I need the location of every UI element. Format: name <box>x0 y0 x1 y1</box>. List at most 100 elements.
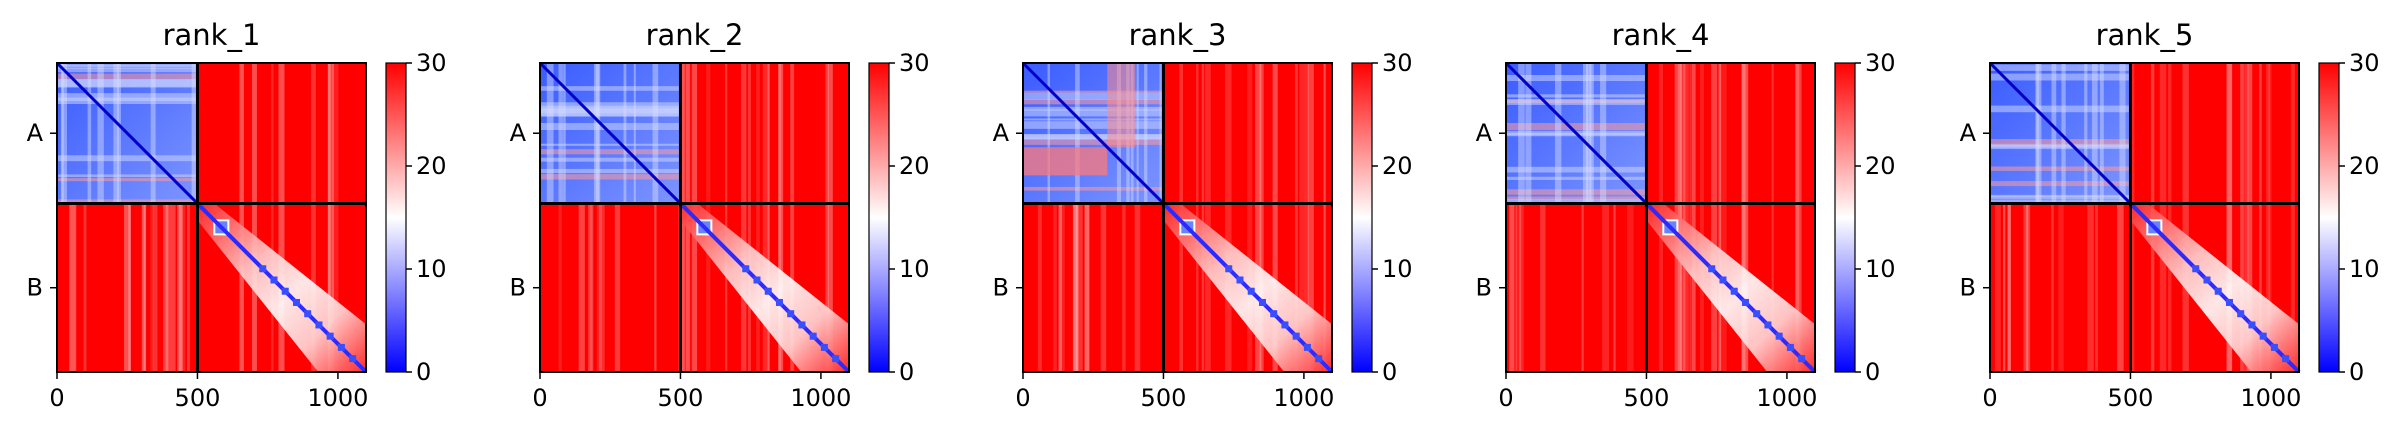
chain-a-band <box>540 143 681 146</box>
colorbar-tick-label: 20 <box>899 152 930 180</box>
heatmap-streak <box>1690 63 1696 372</box>
heatmap-streak <box>177 63 181 372</box>
y-tick-label-chain: B <box>510 274 526 302</box>
chain-a-band <box>1075 63 1080 204</box>
chain-a-band <box>97 63 104 204</box>
chain-a-band <box>57 73 198 81</box>
heatmap-streak <box>2023 63 2031 372</box>
chain-a-band <box>1990 139 2131 145</box>
chain-b-diag-block <box>775 298 783 306</box>
heatmap-streak <box>327 63 331 372</box>
colorbar <box>385 62 407 373</box>
heatmap-streak <box>1224 63 1232 372</box>
chain-b-diag-block <box>2282 355 2290 363</box>
heatmap-streak <box>827 63 833 372</box>
heatmap-streak <box>179 63 183 372</box>
heatmap-streak <box>2226 63 2233 372</box>
plot-frame <box>1022 62 1333 373</box>
chain-b-diag-block <box>1281 321 1289 329</box>
heatmap-streak <box>1994 63 2001 372</box>
chain-b-diag-block <box>1741 298 1749 306</box>
chain-a-band <box>1506 196 1647 201</box>
y-tick-label-chain: A <box>510 119 527 147</box>
heatmap-streak <box>2298 63 2304 372</box>
chain-a-band <box>1525 63 1532 204</box>
heatmap-streak <box>578 63 585 372</box>
chain-a-band <box>57 174 198 177</box>
colorbar-tick-label: 10 <box>1865 255 1896 283</box>
heatmap-streak <box>141 63 146 372</box>
heatmap-streak <box>1304 63 1309 372</box>
chain-b-diag-block <box>1775 332 1783 340</box>
x-tick-label: 1000 <box>307 384 368 412</box>
chain-a-diagonal <box>1988 61 2132 205</box>
heatmap-streak <box>654 63 657 372</box>
chain-a-band <box>57 68 198 73</box>
chain-a-band <box>1600 63 1607 204</box>
chain-b-diag-block <box>281 287 289 295</box>
heatmap-streak <box>1581 63 1584 372</box>
chain-a-band <box>1582 63 1588 204</box>
heatmap-streak <box>778 63 784 372</box>
y-tick-label-chain: A <box>1476 119 1493 147</box>
heatmap-streak <box>791 63 795 372</box>
chain-b-diag-block <box>292 298 300 306</box>
heatmap-streak <box>271 63 274 372</box>
chain-a-band <box>633 63 636 204</box>
heatmap-streak <box>2227 63 2232 372</box>
heatmap-streak <box>2058 63 2064 372</box>
heatmap-streak <box>1295 63 1298 372</box>
heatmap-streak <box>558 63 562 372</box>
chain-a-band <box>1554 63 1562 204</box>
chain-a-subblock <box>1107 63 1136 148</box>
chain-a-band <box>1587 63 1594 204</box>
heatmap-streak <box>2087 63 2094 372</box>
heatmap-streak <box>1742 63 1749 372</box>
heatmap-streak <box>1741 63 1746 372</box>
chain-b-diag-block <box>1753 310 1761 318</box>
heatmap-streak <box>2167 63 2172 372</box>
heatmap-streak <box>767 63 771 372</box>
colorbar-tick-label: 30 <box>1382 49 1413 77</box>
chain-b-diag-block <box>259 265 267 273</box>
chain-a-band <box>1990 199 2131 205</box>
heatmap-streak <box>1719 63 1727 372</box>
panel-title: rank_1 <box>163 18 261 52</box>
chain-a-band <box>117 63 121 204</box>
chain-a-band <box>2061 63 2066 204</box>
chain-a-band <box>1023 92 1164 100</box>
heatmap-streak <box>171 63 176 372</box>
x-tick-label: 0 <box>532 384 547 412</box>
heatmap-streak <box>1037 63 1042 372</box>
heatmap-streak <box>1100 63 1107 372</box>
colorbar-tick-label: 0 <box>416 358 431 386</box>
heatmap-streak <box>128 63 131 372</box>
heatmap-streak <box>165 63 172 372</box>
chain-a-band <box>1023 118 1164 121</box>
chain-a-band <box>57 178 198 182</box>
chain-a-band <box>2091 63 2098 204</box>
heatmap-streak <box>1711 63 1718 372</box>
heatmap-streak <box>1519 63 1524 372</box>
chain-a-band <box>1506 94 1647 98</box>
chain-a-band <box>540 102 681 110</box>
x-tick-label: 0 <box>1015 384 1030 412</box>
chain-b-diag-block <box>349 355 357 363</box>
heatmap-streak <box>1059 63 1065 372</box>
chain-a-band <box>1990 166 2131 171</box>
chain-a-band <box>87 63 92 204</box>
heatmap-streak <box>2266 63 2271 372</box>
x-tick-label: 1000 <box>1756 384 1817 412</box>
chain-b-diag-block <box>270 276 278 284</box>
heatmap-streak <box>150 63 154 372</box>
x-tick-label: 500 <box>175 384 221 412</box>
colorbar <box>2318 62 2340 373</box>
heatmap-streak <box>741 63 747 372</box>
chain-a-band <box>546 63 554 204</box>
heatmap-streak <box>1072 63 1078 372</box>
colorbar-tick-label: 10 <box>1382 255 1413 283</box>
chain-a-band <box>60 63 67 204</box>
chain-a-band <box>1023 109 1164 117</box>
chain-b-diag-block <box>1258 298 1266 306</box>
colorbar-tick-label: 0 <box>899 358 914 386</box>
